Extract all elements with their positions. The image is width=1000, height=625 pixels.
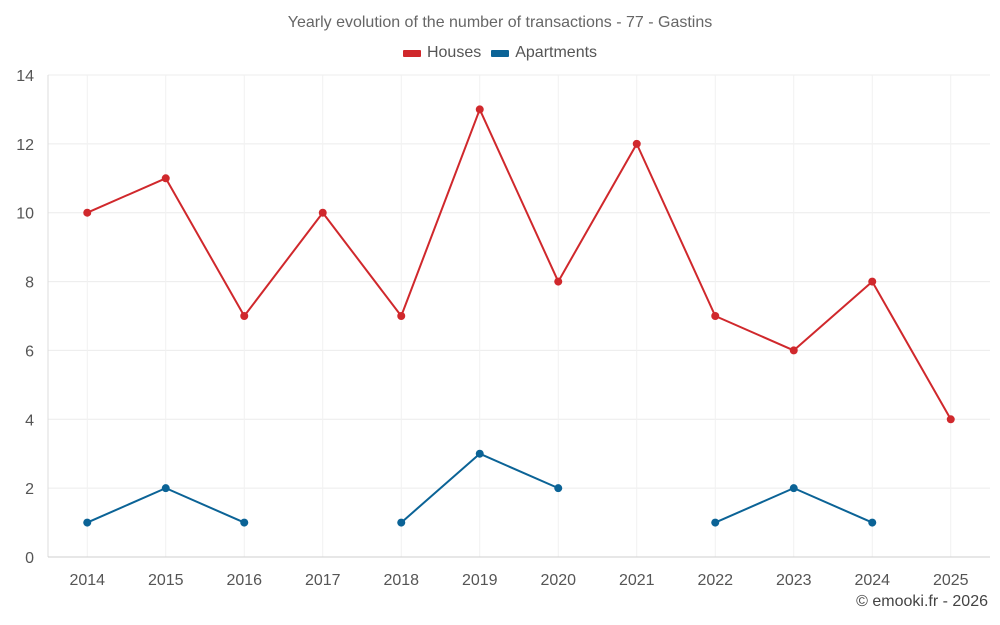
- legend-item-apartments[interactable]: Apartments: [491, 44, 597, 62]
- data-point-houses: [711, 312, 720, 320]
- x-tick-label: 2025: [933, 572, 969, 589]
- data-point-apartments: [789, 484, 798, 493]
- x-tick-label: 2022: [697, 572, 733, 589]
- y-tick-label: 12: [16, 137, 34, 154]
- x-tick-label: 2024: [854, 572, 890, 589]
- y-tick-label: 8: [25, 275, 34, 292]
- y-tick-label: 14: [16, 68, 34, 85]
- y-tick-label: 6: [25, 343, 34, 360]
- x-tick-label: 2014: [69, 572, 105, 589]
- legend-swatch-houses: [402, 49, 421, 57]
- data-point-apartments: [83, 518, 92, 527]
- data-point-apartments: [475, 449, 484, 458]
- data-point-houses: [83, 208, 92, 217]
- x-tick-label: 2015: [148, 572, 184, 589]
- data-point-houses: [475, 105, 484, 114]
- data-point-houses: [946, 415, 955, 424]
- legend-label-apartments: Apartments: [515, 44, 598, 61]
- data-point-apartments: [397, 518, 406, 527]
- legend-item-houses[interactable]: Houses: [402, 44, 482, 62]
- data-point-houses: [397, 312, 406, 320]
- data-point-houses: [554, 277, 563, 286]
- legend-swatch-apartments: [491, 49, 510, 57]
- x-tick-label: 2019: [462, 572, 498, 589]
- legend-label-houses: Houses: [426, 44, 482, 61]
- x-tick-label: 2018: [383, 572, 419, 589]
- x-tick-label: 2021: [619, 572, 655, 589]
- data-point-apartments: [161, 484, 170, 493]
- data-point-apartments: [554, 484, 563, 493]
- y-tick-label: 10: [16, 206, 34, 223]
- data-point-houses: [789, 346, 798, 355]
- x-tick-label: 2016: [226, 572, 262, 589]
- data-point-houses: [318, 208, 327, 217]
- x-tick-label: 2017: [305, 572, 341, 589]
- data-point-apartments: [711, 518, 720, 527]
- y-tick-label: 2: [25, 481, 34, 498]
- data-point-houses: [161, 174, 170, 183]
- series-line-houses: [86, 108, 952, 420]
- x-tick-label: 2020: [540, 572, 576, 589]
- chart-title: Yearly evolution of the number of transa…: [287, 14, 713, 31]
- credit-text: © emooki.fr - 2026: [856, 593, 988, 610]
- data-point-apartments: [240, 518, 249, 527]
- legend: Houses Apartments: [0, 44, 1000, 62]
- y-tick-label: 4: [25, 412, 34, 429]
- data-point-houses: [632, 139, 641, 148]
- data-point-houses: [240, 312, 249, 320]
- x-tick-label: 2023: [776, 572, 812, 589]
- y-tick-label: 0: [25, 550, 34, 567]
- data-point-apartments: [868, 518, 877, 527]
- data-point-houses: [868, 277, 877, 286]
